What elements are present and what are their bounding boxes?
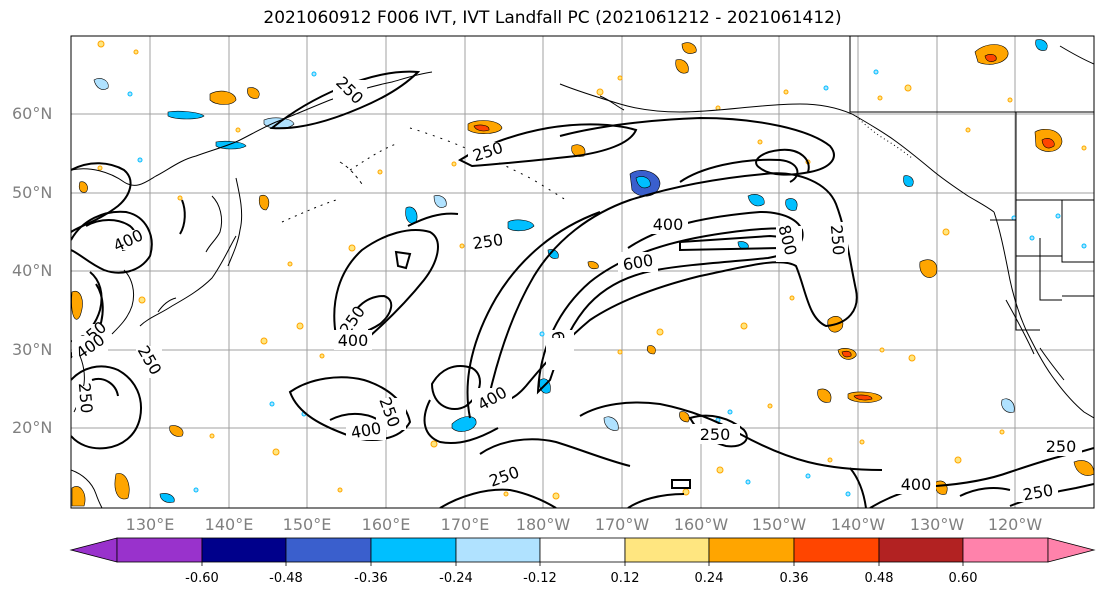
political-borders xyxy=(849,36,1094,331)
svg-text:250: 250 xyxy=(1046,437,1077,456)
map-frame xyxy=(70,35,1095,509)
svg-text:250: 250 xyxy=(700,425,731,444)
colorbar-extend-left xyxy=(69,537,118,563)
svg-text:250: 250 xyxy=(827,224,849,256)
colorbar xyxy=(69,537,1096,566)
colorbar-tick-label: 0.12 xyxy=(610,571,640,586)
contour-label: 250 xyxy=(134,342,166,378)
svg-text:400: 400 xyxy=(110,225,146,255)
lon-label: 150°W xyxy=(751,515,807,534)
lat-label: 60°N xyxy=(12,104,53,123)
lon-label: 130°W xyxy=(909,515,965,534)
lat-label: 30°N xyxy=(12,340,53,359)
contour-label: 800 xyxy=(774,223,802,262)
colorbar-tick-label: -0.36 xyxy=(354,571,388,586)
colorbar-tick-label: 0.36 xyxy=(779,571,809,586)
contour-label: 400 xyxy=(346,418,386,443)
svg-text:250: 250 xyxy=(75,382,97,414)
contour-label: 600 xyxy=(618,250,658,275)
contour-label: 400 xyxy=(648,214,688,234)
lon-label: 140°E xyxy=(204,515,254,534)
colorbar-tick-label: 0.48 xyxy=(864,571,894,586)
lon-label: 130°E xyxy=(125,515,175,534)
colorbar-tick-label: -0.24 xyxy=(439,571,473,586)
contour-label: 400 xyxy=(110,225,146,256)
contour-label: 250 xyxy=(690,424,740,444)
small-negative-dots xyxy=(127,69,1087,497)
map-title: 2021060912 F006 IVT, IVT Landfall PC (20… xyxy=(263,8,842,28)
svg-text:400: 400 xyxy=(338,331,369,350)
contour-label: 250 xyxy=(468,138,508,165)
contour-label: 250 xyxy=(332,73,367,108)
lon-label: 150°E xyxy=(282,515,332,534)
contour-label-extra: 250 xyxy=(1018,480,1058,505)
contour-label: 400 xyxy=(472,383,512,414)
colorbar-tick-label: -0.12 xyxy=(523,571,557,586)
ivt-contours xyxy=(71,70,1094,508)
gridlines xyxy=(71,36,1094,508)
pc-positive-shading xyxy=(71,42,1094,507)
lon-label: 170°E xyxy=(440,515,490,534)
lon-label: 160°E xyxy=(361,515,411,534)
svg-text:400: 400 xyxy=(653,215,684,234)
colorbar-tick-label: -0.60 xyxy=(185,571,219,586)
colorbar-extend-right xyxy=(1047,537,1096,563)
svg-text:250: 250 xyxy=(332,73,367,108)
svg-text:250: 250 xyxy=(471,230,504,253)
contour-label: 250 xyxy=(75,382,98,420)
contour-label: 600 xyxy=(546,338,572,368)
lat-label: 40°N xyxy=(12,261,53,280)
lat-label: 20°N xyxy=(12,418,53,437)
colorbar-tick-label: 0.24 xyxy=(694,571,724,586)
colorbar-tick-label: 0.60 xyxy=(948,571,978,586)
lon-label: 170°W xyxy=(594,515,650,534)
contour-label: 250 xyxy=(468,230,508,253)
svg-text:400: 400 xyxy=(901,475,932,494)
contour-label: 250 xyxy=(826,222,848,262)
lon-label: 140°W xyxy=(830,515,886,534)
coastlines xyxy=(71,45,1094,508)
contour-label: 250 xyxy=(484,462,524,491)
lat-label: 50°N xyxy=(12,183,53,202)
lon-label: 120°W xyxy=(987,515,1043,534)
lon-label: 180°W xyxy=(515,515,571,534)
contour-label: 250 xyxy=(1040,436,1082,456)
lon-label: 160°W xyxy=(673,515,729,534)
contour-labels: 250 250 250 400 400 600 600 800 250 250 … xyxy=(72,73,1082,494)
small-positive-dots xyxy=(97,40,1087,500)
colorbar-tick-label: -0.48 xyxy=(269,571,303,586)
contour-label: 400 xyxy=(334,330,372,350)
contour-label: 400 xyxy=(896,474,936,494)
